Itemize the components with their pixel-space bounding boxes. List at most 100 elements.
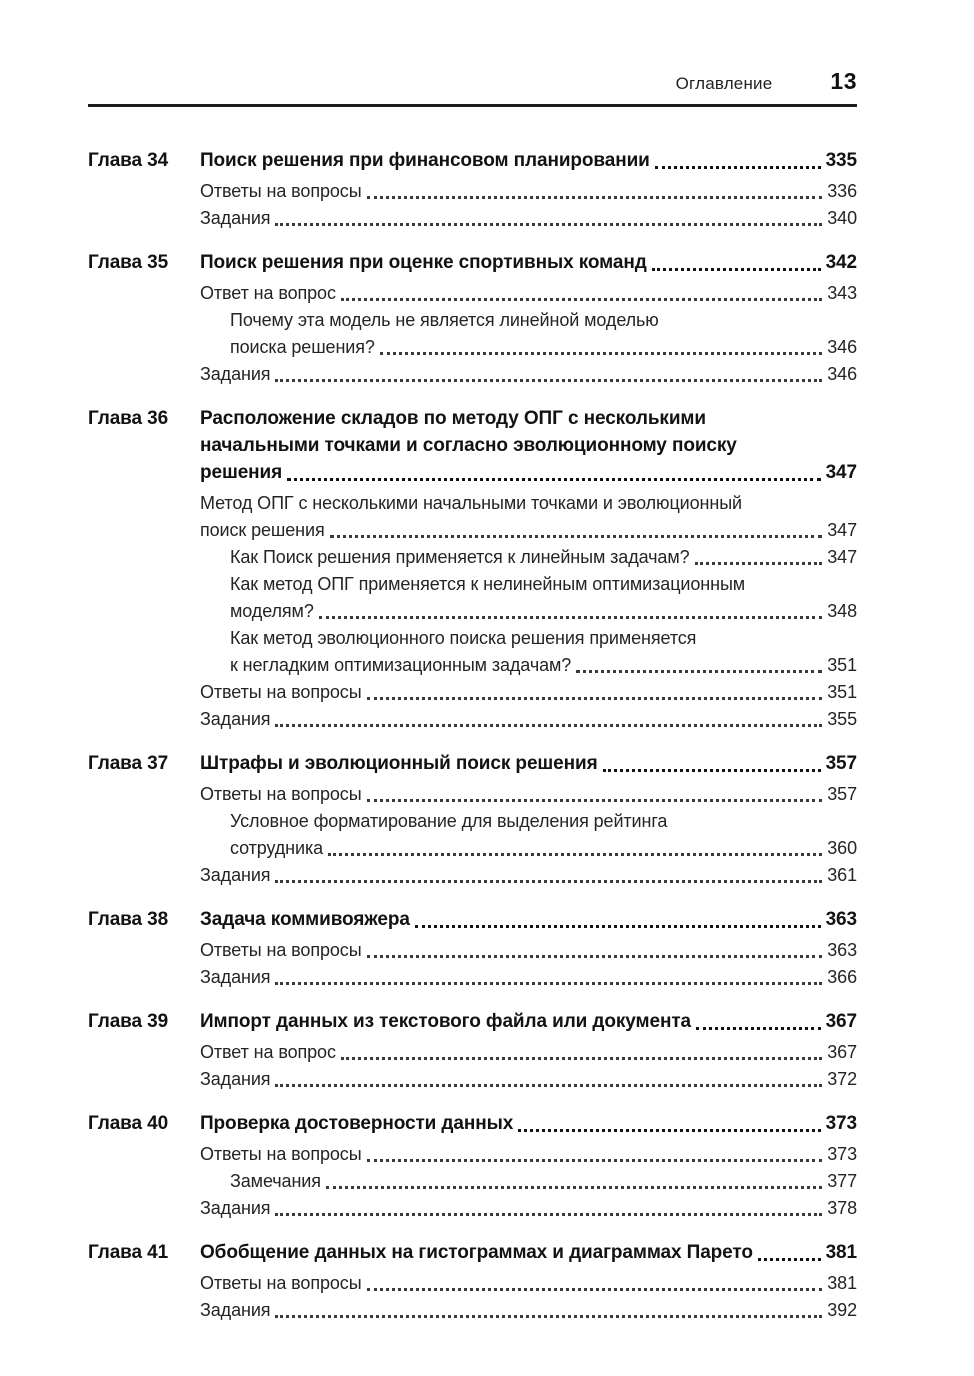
entry-line: Задания 392 <box>200 1297 857 1324</box>
toc-chapter-entry: Глава 37 Штрафы и эволюционный поиск реше… <box>88 750 857 777</box>
entry-line: Задача коммивояжера 363 <box>200 906 857 933</box>
entry-body: Задача коммивояжера 363 <box>200 906 857 933</box>
entry-line: Задания 340 <box>200 205 857 232</box>
entry-page-number: 373 <box>825 1113 858 1134</box>
entry-page-number: 357 <box>825 753 858 774</box>
entry-page-number: 346 <box>827 364 857 384</box>
entry-text: моделям? <box>230 601 314 621</box>
dotted-leader <box>366 1159 823 1162</box>
entry-line: Задания 372 <box>200 1066 857 1093</box>
entry-page-number: 357 <box>827 784 857 804</box>
entry-line: Обобщение данных на гистограммах и диагр… <box>200 1239 857 1266</box>
entry-page-number: 351 <box>827 682 857 702</box>
toc-sub-entry: Замечания 377 <box>88 1168 857 1195</box>
entry-page-number: 340 <box>827 208 857 228</box>
entry-text: Условное форматирование для выделения ре… <box>230 811 668 831</box>
entry-text: начальными точками и согласно эволюционн… <box>200 435 737 456</box>
entry-line: Задания 361 <box>200 862 857 889</box>
toc-sub-entry: Ответы на вопросы 357 <box>88 781 857 808</box>
entry-body: Импорт данных из текстового файла или до… <box>200 1008 857 1035</box>
entry-page-number: 363 <box>825 909 858 930</box>
entry-text: Задания <box>200 1198 271 1218</box>
entry-line: Штрафы и эволюционный поиск решения 357 <box>200 750 857 777</box>
entry-text: Ответ на вопрос <box>200 1042 336 1062</box>
dotted-leader <box>275 1315 823 1318</box>
dotted-leader <box>576 670 823 673</box>
page-number: 13 <box>830 68 857 94</box>
entry-body: Задания 378 <box>200 1195 857 1222</box>
toc-sub-entry: Как Поиск решения применяется к линейным… <box>88 544 857 571</box>
entry-text: поиска решения? <box>230 337 375 357</box>
entry-body: Задания 346 <box>200 361 857 388</box>
dotted-leader <box>340 298 823 301</box>
entry-text: Задания <box>200 1069 271 1089</box>
entry-line: начальными точками и согласно эволюционн… <box>200 432 857 459</box>
entry-body: Ответ на вопрос 367 <box>200 1039 857 1066</box>
entry-text: Ответ на вопрос <box>200 283 336 303</box>
entry-text: Ответы на вопросы <box>200 1273 362 1293</box>
toc-sub-entry: Задания 366 <box>88 964 857 991</box>
toc-sub-entry: Ответы на вопросы 363 <box>88 937 857 964</box>
entry-line: Как Поиск решения применяется к линейным… <box>230 544 857 571</box>
entry-text: к негладким оптимизационным задачам? <box>230 655 572 675</box>
chapter-label: Глава 35 <box>88 252 169 273</box>
entry-body: Поиск решения при финансовом планировани… <box>200 147 857 174</box>
toc-sub-entry: Задания 372 <box>88 1066 857 1093</box>
dotted-leader <box>366 799 823 802</box>
entry-text: сотрудника <box>230 838 324 858</box>
chapter-label: Глава 36 <box>88 408 169 429</box>
entry-body: Проверка достоверности данных 373 <box>200 1110 857 1137</box>
entry-body: Как метод эволюционного поиска решения п… <box>230 625 857 679</box>
toc-chapter-entry: Глава 38 Задача коммивояжера 363 <box>88 906 857 933</box>
entry-line: Как метод эволюционного поиска решения п… <box>230 625 857 652</box>
toc-list: Глава 34 Поиск решения при финансовом пла… <box>88 107 857 1324</box>
entry-body: Ответы на вопросы 373 <box>200 1141 857 1168</box>
entry-line: Ответы на вопросы 363 <box>200 937 857 964</box>
entry-text: Задания <box>200 1300 271 1320</box>
toc-chapter-entry: Глава 41 Обобщение данных на гистограммах… <box>88 1239 857 1266</box>
entry-text: Расположение складов по методу ОПГ с нес… <box>200 408 706 429</box>
dotted-leader <box>275 223 823 226</box>
entry-body: Обобщение данных на гистограммах и диагр… <box>200 1239 857 1266</box>
entry-line: Ответ на вопрос 343 <box>200 280 857 307</box>
entry-text: Задания <box>200 364 271 384</box>
entry-body: Задания 392 <box>200 1297 857 1324</box>
entry-text: Ответы на вопросы <box>200 181 362 201</box>
toc-sub-entry: Условное форматирование для выделения ре… <box>88 808 857 862</box>
dotted-leader <box>275 880 823 883</box>
toc-sub-entry: Ответы на вопросы 336 <box>88 178 857 205</box>
entry-text: Задача коммивояжера <box>200 909 410 930</box>
toc-chapter-entry: Глава 34 Поиск решения при финансовом пла… <box>88 147 857 174</box>
entry-text: Задания <box>200 865 271 885</box>
entry-line: Поиск решения при оценке спортивных кома… <box>200 249 857 276</box>
chapter-label: Глава 41 <box>88 1242 169 1263</box>
dotted-leader <box>757 1258 821 1261</box>
entry-body: Задания 361 <box>200 862 857 889</box>
entry-text: Метод ОПГ с несколькими начальными точка… <box>200 493 742 513</box>
chapter-label: Глава 34 <box>88 150 169 171</box>
entry-line: Ответы на вопросы 351 <box>200 679 857 706</box>
entry-page-number: 381 <box>825 1242 858 1263</box>
entry-line: сотрудника 360 <box>230 835 857 862</box>
entry-line: Поиск решения при финансовом планировани… <box>200 147 857 174</box>
entry-text: Обобщение данных на гистограммах и диагр… <box>200 1242 753 1263</box>
entry-line: к негладким оптимизационным задачам? 351 <box>230 652 857 679</box>
entry-page-number: 336 <box>827 181 857 201</box>
dotted-leader <box>414 925 821 928</box>
entry-text: Поиск решения при финансовом планировани… <box>200 150 650 171</box>
entry-text: Штрафы и эволюционный поиск решения <box>200 753 598 774</box>
entry-page-number: 372 <box>827 1069 857 1089</box>
entry-page-number: 335 <box>825 150 858 171</box>
toc-sub-entry: Ответы на вопросы 373 <box>88 1141 857 1168</box>
toc-sub-entry: Как метод ОПГ применяется к нелинейным о… <box>88 571 857 625</box>
dotted-leader <box>651 268 821 271</box>
entry-text: Как метод эволюционного поиска решения п… <box>230 628 697 648</box>
entry-line: Ответы на вопросы 336 <box>200 178 857 205</box>
entry-line: Почему эта модель не является линейной м… <box>230 307 857 334</box>
header-rule <box>88 104 857 107</box>
entry-body: Поиск решения при оценке спортивных кома… <box>200 249 857 276</box>
entry-line: Задания 355 <box>200 706 857 733</box>
entry-text: решения <box>200 462 283 483</box>
entry-text: Ответы на вопросы <box>200 1144 362 1164</box>
entry-page-number: 392 <box>827 1300 857 1320</box>
